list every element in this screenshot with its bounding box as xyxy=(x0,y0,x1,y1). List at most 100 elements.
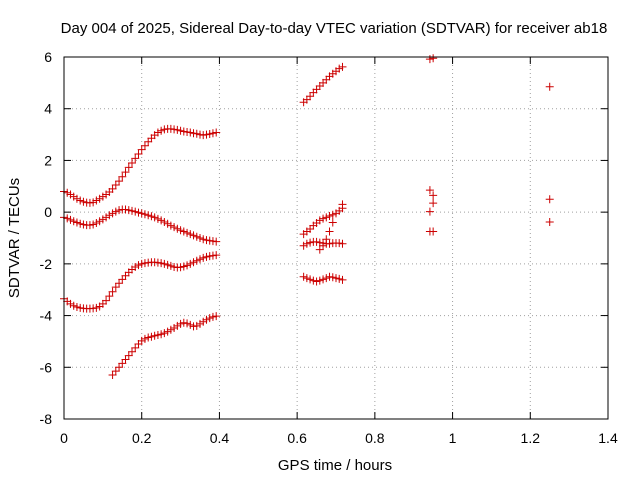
data-point xyxy=(121,271,130,280)
data-point xyxy=(102,213,111,222)
data-point xyxy=(66,190,75,199)
data-point xyxy=(92,303,101,312)
data-point xyxy=(115,279,124,288)
data-point xyxy=(157,330,166,339)
data-point xyxy=(144,211,153,220)
data-point xyxy=(173,321,182,330)
data-point xyxy=(179,127,188,136)
y-tick-label: 4 xyxy=(44,101,52,117)
data-point xyxy=(115,177,124,186)
data-point xyxy=(299,272,308,281)
data-point xyxy=(131,343,140,352)
data-point xyxy=(335,239,344,248)
data-point xyxy=(92,196,101,205)
data-point xyxy=(328,273,337,282)
data-point xyxy=(170,125,179,134)
data-point xyxy=(325,272,334,281)
data-point xyxy=(160,259,169,268)
data-point xyxy=(545,217,554,226)
x-tick-label: 0 xyxy=(60,430,68,446)
y-tick-label: -8 xyxy=(40,411,53,427)
series-satellite-g xyxy=(299,218,347,254)
series-satellite-a xyxy=(60,124,221,207)
data-point xyxy=(66,215,75,224)
data-point xyxy=(196,319,204,328)
data-point xyxy=(115,206,124,215)
data-point xyxy=(79,197,88,206)
data-point xyxy=(306,238,315,247)
data-point xyxy=(199,131,208,140)
data-point xyxy=(186,230,195,239)
data-point xyxy=(332,274,340,283)
data-point xyxy=(163,260,172,269)
data-point xyxy=(160,329,169,338)
data-point xyxy=(315,276,324,285)
series-satellite-b xyxy=(60,205,221,246)
data-point xyxy=(76,303,85,312)
data-point xyxy=(202,236,211,245)
data-point xyxy=(137,209,146,218)
data-point xyxy=(150,213,159,222)
data-point xyxy=(179,318,188,327)
data-point xyxy=(192,232,201,241)
data-point xyxy=(134,261,143,270)
series-satellite-k xyxy=(545,82,554,226)
data-point xyxy=(150,331,159,340)
data-point xyxy=(111,180,120,189)
data-point xyxy=(302,95,311,104)
data-point xyxy=(131,262,140,271)
x-tick-label: 0.8 xyxy=(365,430,385,446)
data-point xyxy=(202,130,211,139)
data-point xyxy=(157,216,166,225)
y-tick-label: -6 xyxy=(40,359,53,375)
data-point xyxy=(429,199,438,208)
data-point xyxy=(322,213,331,222)
data-point xyxy=(425,186,434,195)
data-point xyxy=(189,322,198,331)
y-tick-label: 6 xyxy=(44,49,52,65)
data-point xyxy=(176,319,185,328)
data-point xyxy=(137,259,146,268)
data-point xyxy=(202,252,211,261)
data-point xyxy=(212,128,221,137)
data-point xyxy=(212,312,221,321)
data-point xyxy=(170,323,179,332)
data-point xyxy=(429,191,438,200)
data-point xyxy=(79,220,88,229)
data-point xyxy=(69,192,78,201)
data-point xyxy=(121,168,130,177)
data-point xyxy=(153,128,162,137)
data-point xyxy=(170,223,179,232)
data-point xyxy=(153,330,162,339)
data-point xyxy=(312,237,321,246)
data-point xyxy=(196,255,204,264)
data-point xyxy=(128,206,136,215)
data-point xyxy=(140,259,149,268)
data-point xyxy=(205,236,214,245)
data-point xyxy=(131,154,140,163)
plot-frame xyxy=(63,56,609,420)
data-point xyxy=(89,198,98,207)
data-point xyxy=(111,207,120,216)
data-point xyxy=(302,274,311,283)
data-point xyxy=(312,85,321,94)
data-point xyxy=(205,252,214,261)
data-point xyxy=(105,292,114,301)
data-point xyxy=(306,92,315,101)
data-point xyxy=(176,126,185,135)
data-point xyxy=(76,196,85,205)
data-point xyxy=(147,332,156,341)
data-point xyxy=(173,224,182,233)
data-point xyxy=(134,208,143,217)
data-point xyxy=(183,127,192,136)
data-point xyxy=(183,261,192,270)
data-point xyxy=(105,211,114,220)
data-point xyxy=(153,214,162,223)
y-tick-label: 0 xyxy=(44,204,52,220)
data-point xyxy=(199,235,208,244)
data-point xyxy=(322,75,331,84)
data-point xyxy=(208,251,217,260)
data-point xyxy=(163,327,172,336)
data-point xyxy=(199,253,208,262)
